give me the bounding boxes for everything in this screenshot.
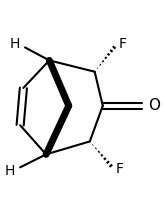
- Text: F: F: [116, 162, 124, 176]
- Text: F: F: [119, 37, 127, 51]
- Text: H: H: [5, 164, 15, 178]
- Text: H: H: [10, 37, 20, 51]
- Text: O: O: [148, 98, 160, 113]
